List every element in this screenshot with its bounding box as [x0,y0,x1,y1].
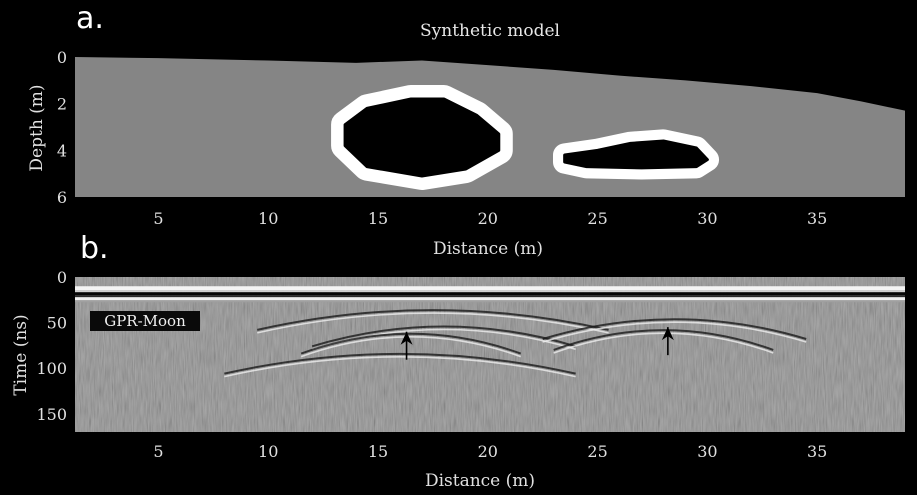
y-tick-label: 0 [57,268,67,287]
surface-band-3 [75,292,905,296]
surface-band-6 [75,300,905,303]
x-tick-label: 10 [258,209,278,228]
panel-b-plot-area [75,277,905,432]
x-tick-label: 35 [807,209,827,228]
surface-band-1 [75,286,905,291]
hyperbola-light-5 [542,321,807,343]
arrow-markers [400,327,674,360]
x-tick-label: 30 [697,209,717,228]
x-tick-label: 20 [478,209,498,228]
arrow-head-1 [400,331,413,345]
x-tick-label: 5 [153,442,163,461]
panel-a-title: Synthetic model [420,21,560,41]
y-tick-label: 6 [57,188,67,207]
panel-a-x-axis-label: Distance (m) [433,239,543,259]
panel-b-y-axis-label: Time (ns) [11,314,31,395]
surface-band-5 [75,297,905,301]
surface-band-2 [75,290,905,293]
hyperbola-light-1 [257,312,609,334]
void-1 [343,97,501,178]
panel-a-label: a. [76,1,104,36]
x-tick-label: 20 [478,442,498,461]
panel-b-x-axis-label: Distance (m) [425,471,535,491]
arrow-head-2 [661,327,674,341]
x-tick-label: 30 [697,442,717,461]
panel-a-x-ticks: 5 10 15 20 25 30 35 [153,209,827,228]
x-tick-label: 25 [587,442,607,461]
hyperbola-light-4 [224,356,576,378]
hyperbola-dark-2 [311,325,576,348]
hyperbola-dark-3 [300,332,522,355]
hyperbola-light-3 [300,336,522,358]
gpr-moon-badge: GPR-Moon [90,311,200,331]
y-tick-label: 0 [57,48,67,67]
x-tick-label: 25 [587,209,607,228]
y-tick-label: 4 [57,141,67,160]
panel-a-y-ticks: 0 2 4 6 [57,48,67,207]
badge-label: GPR-Moon [104,312,186,330]
hyperbola-reflections [224,309,807,378]
x-tick-label: 5 [153,209,163,228]
panel-b-y-ticks: 0 50 100 150 [36,268,67,424]
panel-b-x-ticks: 5 10 15 20 25 30 35 [153,442,827,461]
panel-b-label: b. [80,231,109,266]
y-tick-label: 2 [57,95,67,114]
y-tick-label: 50 [47,314,67,333]
hyperbola-dark-4 [224,352,576,375]
panel-a-plot-area [75,57,905,197]
y-tick-label: 100 [36,359,67,378]
y-tick-label: 150 [36,405,67,424]
x-tick-label: 10 [258,442,278,461]
hyperbola-dark-6 [553,329,774,351]
voids-group [331,85,720,190]
x-tick-label: 35 [807,442,827,461]
hyperbola-dark-1 [257,309,609,331]
void-2 [563,139,709,170]
x-tick-label: 15 [368,442,388,461]
surface-band-4 [75,295,905,298]
hyperbola-light-6 [553,332,774,354]
surface-reflection [75,286,905,303]
radargram-noise [75,277,905,432]
panel-a-y-axis-label: Depth (m) [27,84,47,171]
x-tick-label: 15 [368,209,388,228]
hyperbola-dark-5 [542,318,807,340]
badge-background [90,311,200,331]
